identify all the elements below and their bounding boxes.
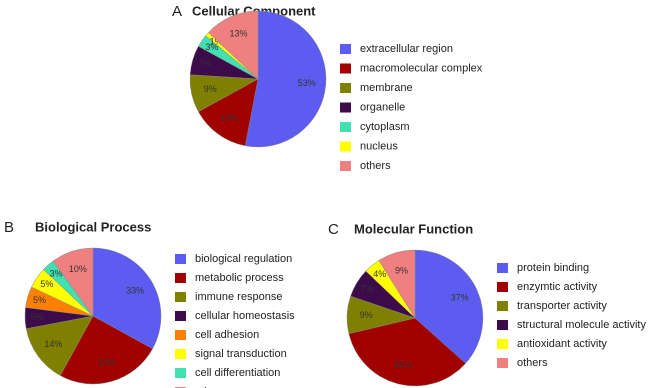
legend-swatch: [340, 44, 351, 54]
slice-label: 7%: [361, 283, 374, 293]
slice-label: 9%: [204, 84, 217, 94]
chart-title: Biological Process: [35, 219, 151, 234]
legend-label: nucleus: [360, 140, 398, 152]
legend-label: macromolecular complex: [360, 62, 483, 74]
legend-swatch: [175, 311, 186, 321]
legend-swatch: [175, 273, 186, 283]
slice-label: 13%: [230, 28, 248, 38]
legend-label: metabolic process: [195, 272, 284, 284]
slice-label: 1%: [210, 37, 223, 47]
pie-slice: [378, 249, 416, 319]
panel-label: C: [328, 221, 339, 238]
legend-label: biological regulation: [195, 253, 292, 265]
legend-label: cell adhesion: [195, 329, 259, 341]
slice-label: 9%: [360, 310, 373, 320]
legend-swatch: [497, 263, 508, 273]
slice-label: 53%: [298, 78, 316, 88]
legend-swatch: [340, 161, 351, 171]
legend-swatch: [340, 102, 351, 113]
pie-slice: [52, 247, 94, 317]
chart-title: Molecular Function: [354, 221, 473, 236]
legend-label: transporter activity: [517, 300, 607, 312]
legend-swatch: [175, 349, 186, 359]
panel-label: A: [172, 3, 182, 20]
legend-swatch: [497, 320, 508, 330]
legend-swatch: [175, 292, 186, 302]
legend-label: cellular homeostasis: [195, 310, 295, 322]
legend-label: structural molecule activity: [517, 319, 646, 331]
pie-slice: [92, 247, 162, 350]
legend-swatch: [340, 83, 351, 93]
legend-label: immune response: [195, 291, 282, 303]
pie-slice: [244, 10, 327, 148]
slice-label: 5%: [33, 295, 46, 305]
slice-label: 5%: [40, 279, 53, 289]
legend-label: antioxidant activity: [517, 338, 607, 350]
legend-swatch: [497, 282, 508, 292]
slice-label: 9%: [395, 265, 408, 275]
slice-label: 10%: [69, 264, 87, 274]
slice-label: 5%: [31, 312, 44, 322]
legend-label: membrane: [360, 82, 413, 94]
legend-swatch: [340, 141, 351, 152]
slice-label: 3%: [205, 42, 218, 52]
legend-label: enzymtic activity: [517, 281, 598, 293]
slice-label: 33%: [126, 285, 144, 295]
slice-label: 4%: [373, 269, 386, 279]
legend-swatch: [175, 254, 186, 264]
slice-label: 3%: [50, 269, 63, 279]
legend-swatch: [340, 122, 351, 132]
legend-swatch: [340, 63, 351, 74]
legend-label: protein binding: [517, 262, 589, 274]
legend-swatch: [497, 358, 508, 368]
pie-slice: [414, 249, 484, 364]
slice-label: 25%: [98, 357, 116, 367]
legend-label: others: [195, 386, 226, 388]
legend-label: cell differentiation: [195, 367, 280, 379]
pie-slice: [348, 317, 466, 387]
legend-label: organelle: [360, 101, 405, 113]
legend-label: signal transduction: [195, 348, 287, 360]
legend-label: others: [360, 160, 391, 172]
legend-swatch: [175, 368, 186, 378]
pie-slice: [59, 315, 153, 385]
slice-label: 14%: [220, 113, 238, 123]
slice-label: 35%: [394, 360, 412, 370]
legend-swatch: [497, 301, 508, 311]
slice-label: 7%: [198, 58, 211, 68]
pie-slice: [25, 315, 94, 376]
pie-slice: [208, 10, 259, 80]
slice-label: 37%: [451, 292, 469, 302]
legend-swatch: [497, 339, 508, 349]
pie-slice: [198, 78, 259, 147]
legend-label: others: [517, 357, 548, 369]
slice-label: 14%: [44, 339, 62, 349]
legend-label: extracellular region: [360, 43, 453, 55]
legend-swatch: [175, 330, 186, 340]
panel-label: B: [4, 219, 14, 236]
legend-label: cytoplasm: [360, 121, 410, 133]
